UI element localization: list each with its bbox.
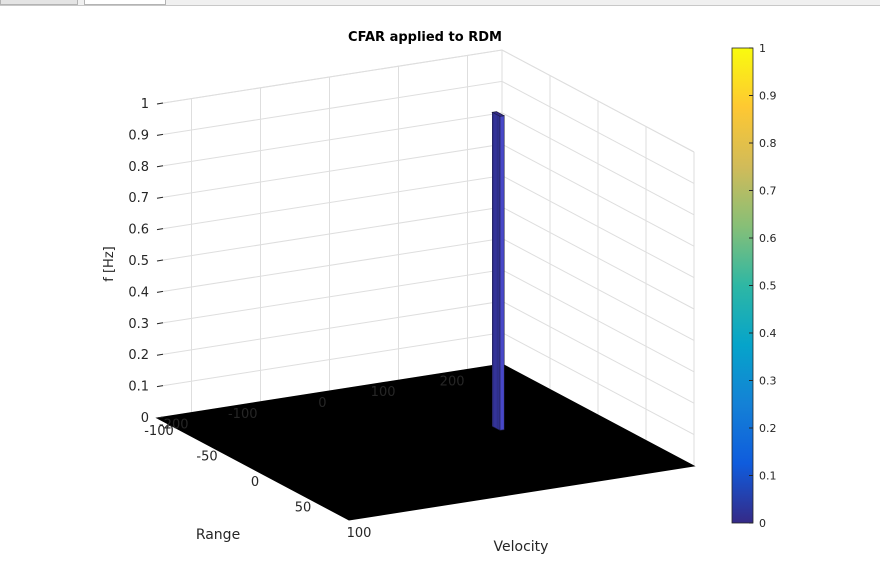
x-tick-label-2: 0 (251, 475, 259, 490)
z-tick-label-0: 0 (141, 411, 149, 426)
z-tick-2 (156, 353, 164, 356)
colorbar-tick-label-8: 0.8 (759, 137, 777, 150)
z-tick-label-9: 0.9 (128, 128, 149, 143)
peak-face-top (491, 111, 506, 117)
colorbar-tick-label-3: 0.3 (759, 375, 777, 388)
z-axis-label: f [Hz] (102, 246, 117, 281)
figure-tab-2[interactable] (84, 0, 166, 5)
colorbar-tick-label-2: 0.2 (759, 422, 777, 435)
surface-base (155, 363, 696, 521)
figure-tab-bar (0, 0, 880, 6)
z-tick-6 (156, 228, 164, 231)
surface-floor (155, 363, 696, 521)
z-tick-0 (156, 416, 164, 419)
y-tick-label-1: -100 (228, 407, 258, 422)
x-tick-label-4: 100 (347, 526, 372, 541)
z-tick-label-3: 0.3 (128, 317, 149, 332)
figure-tab-1[interactable] (0, 0, 78, 5)
z-tick-label-5: 0.5 (128, 254, 149, 269)
axis-labels: CFAR applied to RDM Velocity Range f [Hz… (102, 30, 548, 555)
colorbar-tick-label-7: 0.7 (759, 185, 777, 198)
z-tick-9 (156, 133, 164, 136)
colorbar-tick-label-0: 0 (759, 517, 766, 530)
x-tick-label-1: -50 (196, 450, 217, 465)
colorbar-tick-label-9: 0.9 (759, 90, 777, 103)
colorbar-tick-label-10: 1 (759, 42, 766, 55)
z-tick-5 (156, 259, 164, 262)
colorbar: 0 0.1 0.2 0.3 0.4 0.5 0.6 0.7 0.8 0.9 1 (731, 42, 777, 530)
y-tick-label-2: 0 (318, 396, 326, 411)
z-tick-label-7: 0.7 (128, 191, 149, 206)
chart-title: CFAR applied to RDM (348, 30, 502, 45)
x-axis-label: Velocity (494, 539, 549, 555)
detection-peak (491, 111, 506, 431)
tick-labels: 00.10.20.30.40.50.60.70.80.91-200-100010… (128, 97, 464, 541)
z-tick-label-4: 0.4 (128, 285, 149, 300)
z-tick-4 (156, 290, 164, 293)
x-tick-label-0: -100 (144, 424, 174, 439)
x-tick-label-3: 50 (295, 501, 312, 516)
z-tick-8 (156, 165, 164, 168)
z-tick-label-6: 0.6 (128, 223, 149, 238)
y-axis-label: Range (196, 527, 240, 543)
y-tick-label-3: 100 (371, 385, 396, 400)
colorbar-tick-label-1: 0.1 (759, 470, 777, 483)
z-tick-1 (156, 385, 164, 388)
z-tick-label-2: 0.2 (128, 348, 149, 363)
y-tick-label-4: 200 (440, 374, 465, 389)
colorbar-tick-label-4: 0.4 (759, 327, 777, 340)
z-tick-label-10: 1 (141, 97, 149, 112)
peak-face-side (499, 115, 505, 431)
z-tick-7 (156, 196, 164, 199)
colorbar-tick-label-5: 0.5 (759, 280, 777, 293)
z-tick-label-1: 0.1 (128, 380, 149, 395)
z-tick-3 (156, 322, 164, 325)
z-tick-10 (156, 102, 164, 105)
colorbar-tick-label-6: 0.6 (759, 232, 777, 245)
y-tick-label-0: -200 (159, 418, 189, 433)
z-tick-label-8: 0.8 (128, 160, 149, 175)
